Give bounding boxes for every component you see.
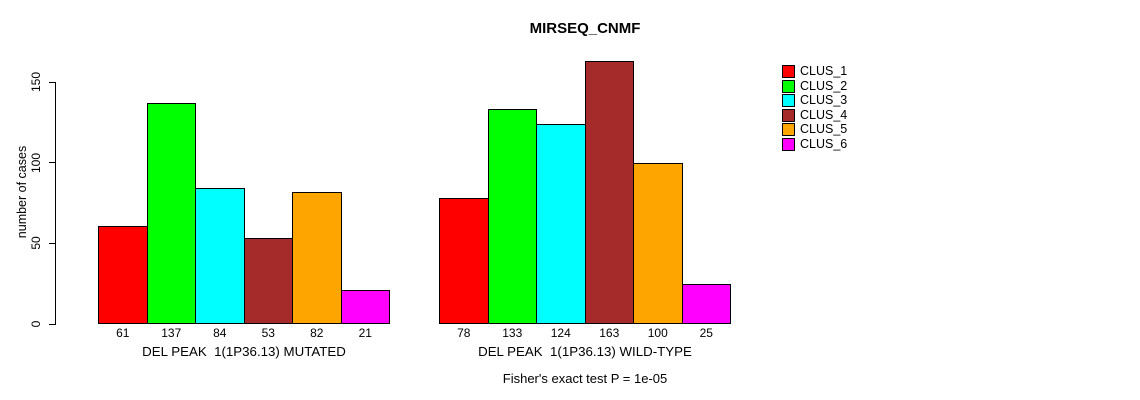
bar-clus_3-group1 [195,188,245,324]
legend-label: CLUS_2 [800,78,848,93]
y-tick-label: 150 [29,71,43,93]
bar-clus_6-group2 [681,283,731,324]
bar-value-label: 133 [502,326,523,340]
legend-row: CLUS_6 [782,136,848,151]
chart-title: MIRSEQ_CNMF [529,20,641,37]
legend-label: CLUS_5 [800,122,848,137]
bar-value-label: 21 [358,326,372,340]
legend-row: CLUS_3 [782,93,848,108]
legend-swatch-clus_3 [782,94,795,108]
bar-clus_6-group1 [340,290,390,324]
y-tick [49,81,56,83]
legend-row: CLUS_2 [782,78,848,93]
bar-value-label: 84 [213,326,227,340]
y-axis-line [55,82,56,325]
y-tick [49,323,56,325]
bar-clus_5-group1 [292,191,342,324]
y-tick [49,242,56,244]
legend-swatch-clus_5 [782,123,795,137]
bar-clus_5-group2 [633,162,683,324]
legend: CLUS_1 CLUS_2 CLUS_3 CLUS_4 CLUS_5 CLUS_6 [782,65,847,153]
group-label-2: DEL PEAK 1(1P36.13) WILD-TYPE [478,344,692,359]
bar-clus_1-group2 [439,198,489,324]
y-axis-label: number of cases [15,145,29,239]
legend-label: CLUS_1 [800,64,848,78]
legend-row: CLUS_1 [782,65,847,78]
bar-value-label: 53 [261,326,275,340]
y-tick-label: 100 [29,152,43,173]
legend-swatch-clus_1 [782,65,795,78]
bar-clus_2-group2 [487,109,537,324]
bar-clus_1-group1 [98,225,148,324]
y-tick [49,162,56,164]
bar-value-label: 61 [116,326,130,340]
y-tick-label: 0 [29,320,43,328]
y-tick-label: 50 [29,236,43,251]
bar-value-label: 78 [457,326,471,340]
bar-clus_2-group1 [146,102,196,324]
legend-swatch-clus_2 [782,79,795,93]
legend-label: CLUS_3 [800,93,848,108]
bar-clus_4-group2 [584,61,634,324]
bar-value-label: 25 [699,326,713,340]
bar-value-label: 82 [310,326,324,340]
legend-swatch-clus_6 [782,137,795,151]
bar-value-label: 124 [550,326,571,340]
bar-value-label: 163 [599,326,620,340]
legend-swatch-clus_4 [782,108,795,122]
legend-label: CLUS_4 [800,107,848,122]
fisher-test-note: Fisher's exact test P = 1e-05 [502,371,668,386]
legend-row: CLUS_4 [782,107,848,122]
legend-row: CLUS_5 [782,122,848,137]
bar-clus_3-group2 [536,123,586,324]
bar-value-label: 100 [647,326,668,340]
bar-clus_4-group1 [243,238,293,324]
group-label-1: DEL PEAK 1(1P36.13) MUTATED [142,344,346,359]
legend-label: CLUS_6 [800,136,848,151]
bar-value-label: 137 [161,326,182,340]
